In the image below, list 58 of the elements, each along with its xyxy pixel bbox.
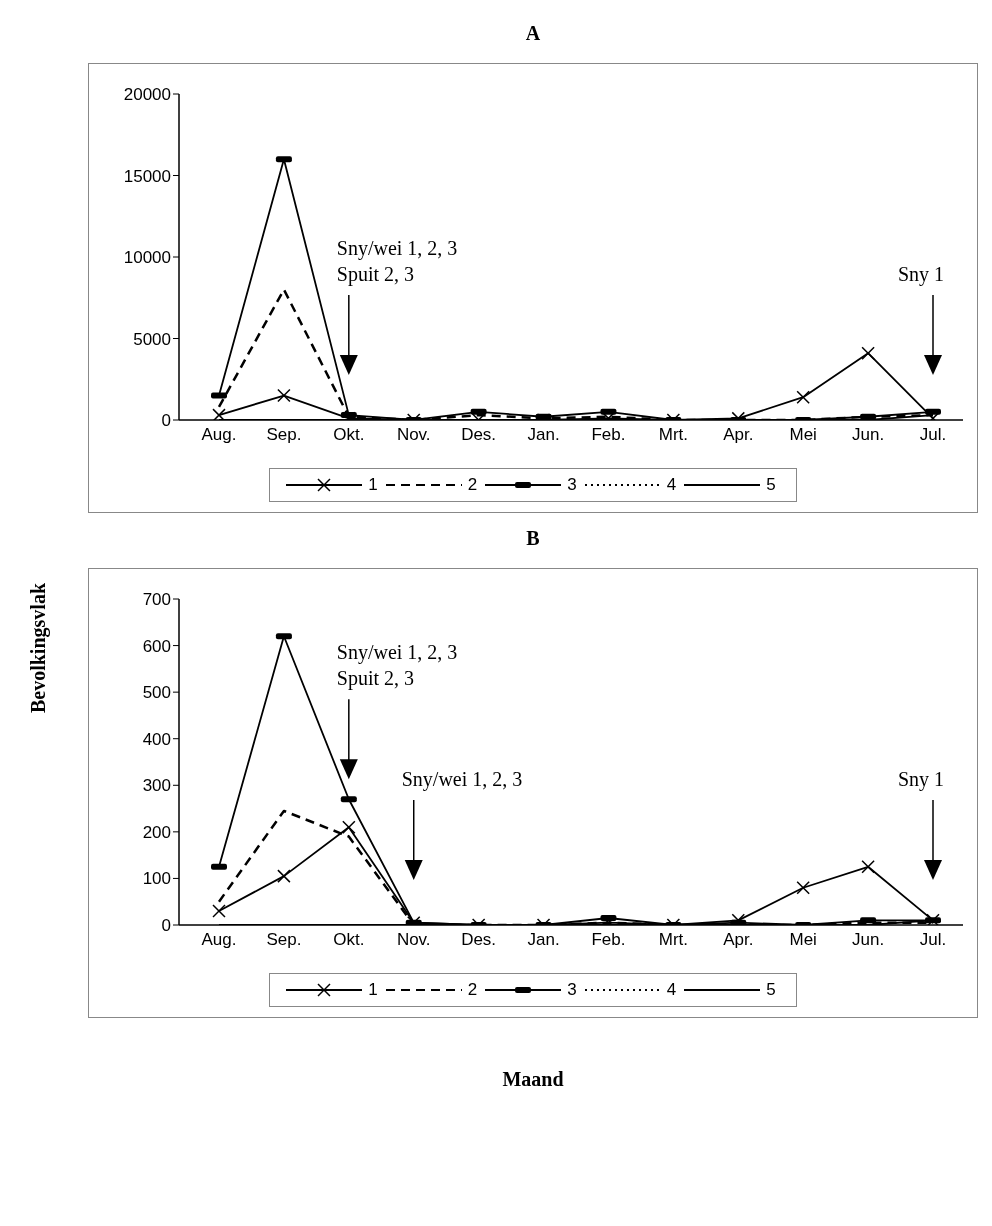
- legend-label: 3: [567, 980, 577, 1000]
- chart-title: B: [525, 527, 541, 550]
- legend-label: 1: [368, 980, 378, 1000]
- x-tick-label: Aug.: [201, 930, 237, 950]
- annotation: Sny/wei 1, 2, 3: [401, 768, 523, 791]
- x-tick-label: Feb.: [591, 425, 626, 445]
- x-tick-label: Jan.: [527, 425, 560, 445]
- x-axis-title: Maand: [501, 1068, 565, 1091]
- x-tick-label: Aug.: [201, 425, 237, 445]
- y-tick-label: 0: [161, 411, 171, 431]
- legend-label: 4: [666, 475, 677, 495]
- x-tick-label: Mrt.: [658, 425, 688, 445]
- x-tick-label: Apr.: [723, 425, 754, 445]
- x-tick-label: Sep.: [266, 425, 302, 445]
- x-tick-label: Jul.: [919, 425, 947, 445]
- y-tick-label: 200: [142, 822, 171, 842]
- x-tick-label: Okt.: [333, 930, 365, 950]
- y-tick-label: 20000: [123, 85, 171, 105]
- y-tick-label: 300: [142, 776, 171, 796]
- annotation: Sny/wei 1, 2, 3: [336, 641, 458, 665]
- annotation: Sny 1: [897, 263, 945, 286]
- x-tick-label: Apr.: [723, 930, 754, 950]
- x-tick-label: Mrt.: [658, 930, 688, 950]
- legend-label: 3: [567, 475, 577, 495]
- x-tick-label: Jul.: [919, 930, 947, 950]
- y-tick-label: 10000: [123, 248, 171, 268]
- y-tick-label: 500: [142, 683, 171, 703]
- legend-label: 4: [666, 980, 677, 1000]
- y-tick-label: 600: [142, 636, 171, 656]
- x-tick-label: Jun.: [852, 425, 885, 445]
- x-tick-label: Feb.: [591, 930, 626, 950]
- x-tick-label: Sep.: [266, 930, 302, 950]
- y-tick-label: 100: [142, 869, 171, 889]
- x-tick-label: Jun.: [852, 930, 885, 950]
- y-axis-title: Bevolkingsvlak: [26, 582, 50, 714]
- legend-label: 5: [766, 475, 776, 495]
- annotation: Spuit 2, 3: [336, 263, 415, 286]
- chart-title: A: [524, 22, 542, 45]
- annotation: Sny/wei 1, 2, 3: [336, 237, 458, 260]
- legend-label: 1: [368, 475, 378, 495]
- x-tick-label: Des.: [461, 425, 497, 445]
- x-tick-label: Jan.: [527, 930, 560, 950]
- y-tick-label: 15000: [123, 166, 171, 186]
- y-tick-label: 700: [142, 590, 171, 610]
- y-tick-label: 400: [142, 729, 171, 749]
- x-tick-label: Nov.: [396, 425, 431, 445]
- x-tick-label: Okt.: [333, 425, 365, 445]
- legend-label: 2: [467, 475, 478, 495]
- legend-label: 2: [467, 980, 478, 1000]
- x-tick-label: Nov.: [396, 930, 431, 950]
- x-tick-label: Mei: [789, 930, 817, 950]
- y-tick-label: 0: [161, 916, 171, 936]
- x-tick-label: Mei: [789, 425, 817, 445]
- annotation: Spuit 2, 3: [336, 667, 415, 691]
- x-tick-label: Des.: [461, 930, 497, 950]
- y-tick-label: 5000: [133, 329, 171, 349]
- legend-label: 5: [766, 980, 776, 1000]
- annotation: Sny 1: [897, 768, 945, 791]
